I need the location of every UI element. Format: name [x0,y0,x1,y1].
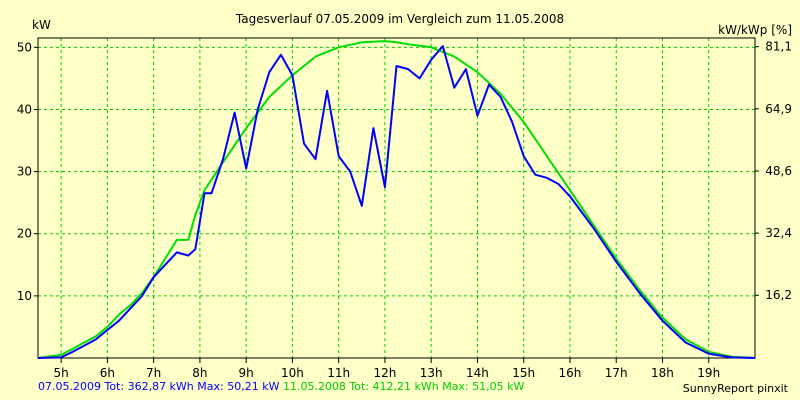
legend-series-1: 07.05.2009 Tot: 362,87 kWh Max: 50,21 kW [38,380,280,393]
series-line-2009 [37,45,756,359]
x-tick-label: 17h [605,366,628,380]
series-line-2008 [37,40,756,359]
x-tick-label: 5h [54,366,69,380]
plot-area [37,37,756,359]
x-tick-label: 12h [373,366,396,380]
grid [38,38,755,358]
x-tick-label: 14h [466,366,489,380]
x-tick-label: 9h [239,366,254,380]
y-axis-label: kW [32,18,51,32]
y-tick-label: 40 [17,102,32,116]
x-tick-label: 8h [192,366,207,380]
chart-title: Tagesverlauf 07.05.2009 im Vergleich zum… [235,12,564,26]
x-tick-label: 6h [100,366,115,380]
x-tick-label: 13h [420,366,443,380]
x-tick-label: 19h [697,366,720,380]
y-tick-label: 50 [17,40,32,54]
y2-axis-label: kW/kWp [%] [718,23,792,37]
y2-tick-label: 16,2 [765,288,792,302]
legend-series-2: 11.05.2008 Tot: 412,21 kWh Max: 51,05 kW [282,380,525,393]
y2-tick-label: 48,6 [765,164,792,178]
x-tick-label: 7h [146,366,161,380]
y2-tick-label: 32,4 [765,226,792,240]
y2-tick-label: 81,1 [765,40,792,54]
axis-ticks: 5h 6h 7h 8h 9h 10h 11h 12h 13h 14h 15h 16h 17h 18h 19h… [17,40,792,380]
legend-footer: 07.05.2009 Tot: 362,87 kWh Max: 50,21 kW… [38,380,524,393]
x-tick-label: 15h [512,366,535,380]
credit-text: SunnyReport pinxit [682,382,788,395]
x-tick-label: 11h [327,366,350,380]
y-tick-label: 10 [17,289,32,303]
y-tick-label: 20 [17,227,32,241]
x-tick-label: 10h [281,366,304,380]
x-tick-label: 18h [651,366,674,380]
y2-tick-label: 64,9 [765,102,792,116]
y-tick-label: 30 [17,165,32,179]
series [37,40,756,359]
x-tick-label: 16h [559,366,582,380]
